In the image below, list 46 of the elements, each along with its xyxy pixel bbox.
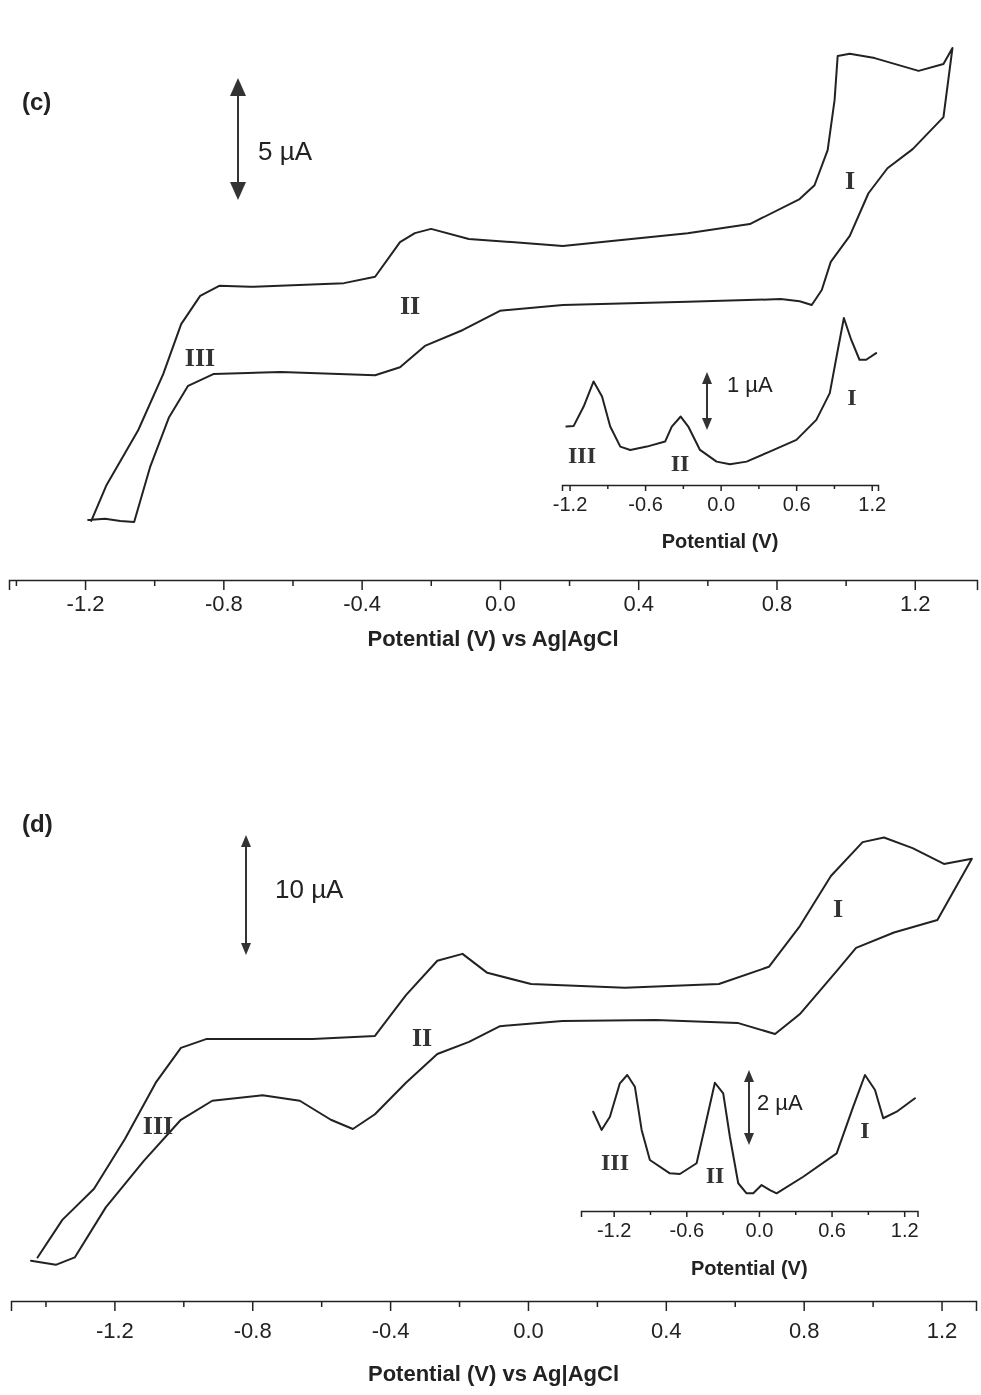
annotation: II <box>399 291 421 321</box>
x-axis-title: Potential (V) <box>661 530 779 552</box>
x-tick-label: 0.0 <box>707 493 736 516</box>
x-tick-label: -0.8 <box>204 591 243 617</box>
annotation: 10 µA <box>275 874 345 904</box>
x-tick-label: 1.2 <box>890 1219 919 1242</box>
annotation: III <box>567 442 597 469</box>
annotation: III <box>600 1149 630 1176</box>
x-tick-label: 0.0 <box>513 1318 544 1344</box>
x-tick-label: 0.8 <box>761 591 793 617</box>
annotation: I <box>844 166 856 196</box>
x-tick-label: 0.0 <box>745 1219 774 1242</box>
annotation: II <box>411 1023 433 1053</box>
annotation: 1 µA <box>727 372 774 397</box>
x-tick-label: -0.6 <box>628 493 663 516</box>
x-tick-label: -1.2 <box>95 1318 134 1344</box>
annotation: 5 µA <box>258 136 313 166</box>
x-axis-title: Potential (V) vs Ag|AgCl <box>367 626 619 651</box>
annotation: III <box>184 343 216 373</box>
x-tick-label: 0.4 <box>651 1318 682 1344</box>
x-tick-label: -0.4 <box>371 1318 410 1344</box>
x-tick-label: 1.2 <box>899 591 931 617</box>
annotation: II <box>670 450 690 477</box>
x-tick-label: -1.2 <box>552 493 588 516</box>
annotation: 2 µA <box>757 1090 804 1115</box>
annotation: I <box>860 1117 870 1144</box>
x-tick-label: -0.4 <box>343 591 382 617</box>
x-tick-label: 1.2 <box>858 493 887 516</box>
annotation: I <box>832 894 844 924</box>
x-tick-label: 0.4 <box>623 591 654 617</box>
x-tick-label: 0.8 <box>788 1318 820 1344</box>
x-axis-title: Potential (V) <box>690 1257 808 1279</box>
x-tick-label: 0.6 <box>818 1219 846 1242</box>
chart-title: (d) <box>22 810 53 837</box>
text: (c) <box>22 88 52 115</box>
x-axis-title: Potential (V) vs Ag|AgCl <box>367 1361 620 1386</box>
x-tick-label: -1.2 <box>66 591 105 617</box>
x-tick-label: 1.2 <box>926 1318 958 1344</box>
annotation: III <box>142 1111 174 1141</box>
x-tick-label: -0.8 <box>233 1318 272 1344</box>
x-tick-label: 0.0 <box>485 591 516 617</box>
x-tick-label: -0.6 <box>669 1219 705 1242</box>
x-tick-label: 0.6 <box>782 493 811 516</box>
annotation: I <box>847 384 857 411</box>
annotation: II <box>705 1162 725 1189</box>
x-tick-label: -1.2 <box>596 1219 632 1242</box>
